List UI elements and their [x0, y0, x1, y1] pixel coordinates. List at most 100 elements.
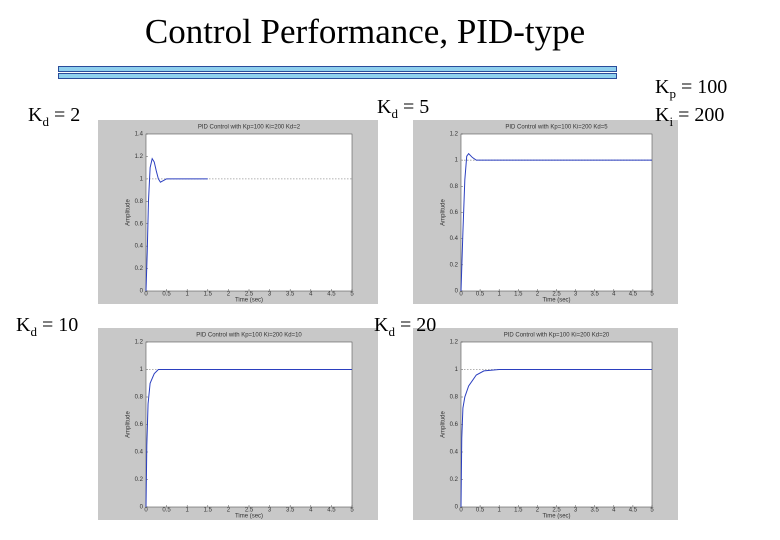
y-tick-label: 0.4: [450, 236, 459, 242]
x-tick-label: 1: [498, 292, 502, 298]
y-tick-label: 0.8: [135, 395, 144, 401]
gain-label-part: d: [42, 114, 49, 129]
y-axis-label: Amplitude: [441, 199, 447, 226]
x-tick-label: 5: [650, 292, 654, 298]
y-tick-label: 0.2: [135, 266, 144, 272]
y-tick-label: 0: [455, 289, 459, 295]
y-tick-label: 0.2: [135, 477, 144, 483]
x-tick-label: 4: [309, 292, 313, 298]
x-tick-label: 2: [227, 292, 231, 298]
y-tick-label: 0.4: [135, 450, 144, 456]
gain-label-part: i: [669, 114, 674, 129]
chart-title: PID Control with Kp=100 Ki=200 Kd=20: [504, 333, 610, 339]
y-tick-label: 1.4: [135, 132, 144, 138]
x-tick-label: 3: [574, 508, 578, 514]
x-tick-label: 5: [350, 292, 354, 298]
y-tick-label: 0: [455, 505, 459, 511]
x-axis-label: Time (sec): [235, 298, 263, 304]
x-tick-label: 0: [144, 508, 148, 514]
plot-area: [145, 133, 353, 292]
gain-label: Kd = 5: [377, 96, 429, 122]
x-tick-label: 0.5: [162, 292, 171, 298]
y-tick-label: 1.2: [450, 132, 459, 138]
x-axis-label: Time (sec): [542, 514, 570, 520]
x-tick-label: 0: [144, 292, 148, 298]
line-series: [460, 369, 652, 508]
y-axis-label: Amplitude: [126, 199, 132, 226]
gain-label-part: = 10: [41, 314, 79, 336]
y-tick-label: 0.8: [135, 199, 144, 205]
x-tick-label: 5: [350, 508, 354, 514]
gain-label: Ki = 200: [655, 104, 724, 130]
line-series: [460, 152, 652, 292]
y-tick-label: 1: [455, 367, 459, 373]
y-tick-label: 1.2: [450, 340, 459, 346]
y-tick-label: 1: [455, 158, 459, 164]
y-tick-label: 0.6: [450, 210, 459, 216]
gain-label-part: K: [28, 104, 43, 126]
gain-label-part: p: [669, 86, 676, 101]
gain-label: Kd = 20: [374, 314, 436, 340]
line-series: [145, 369, 352, 508]
x-tick-label: 3: [268, 292, 272, 298]
gain-label-part: d: [391, 106, 398, 121]
gain-label-part: = 2: [53, 104, 81, 126]
y-tick-label: 0.8: [450, 184, 459, 190]
y-tick-label: 0.8: [450, 395, 459, 401]
x-tick-label: 2.5: [552, 508, 561, 514]
x-tick-label: 0.5: [162, 508, 171, 514]
x-tick-label: 1.5: [514, 508, 523, 514]
x-tick-label: 1: [186, 508, 190, 514]
x-tick-label: 3.5: [286, 508, 295, 514]
divider: [58, 66, 617, 72]
gain-label-part: = 100: [680, 76, 728, 98]
x-tick-label: 0: [459, 508, 463, 514]
y-tick-label: 0.2: [450, 262, 459, 268]
divider: [58, 73, 617, 79]
gain-label-part: K: [16, 314, 31, 336]
line-series: [145, 157, 208, 292]
y-axis-label: Amplitude: [441, 411, 447, 438]
y-tick-label: 0.6: [135, 422, 144, 428]
x-tick-label: 4.5: [629, 292, 638, 298]
x-tick-label: 2: [227, 508, 231, 514]
x-tick-label: 2.5: [245, 508, 254, 514]
x-tick-label: 1: [498, 508, 502, 514]
gain-label-part: K: [377, 96, 392, 118]
x-tick-label: 0: [459, 292, 463, 298]
plot-area: [460, 133, 653, 292]
x-tick-label: 5: [650, 508, 654, 514]
plot-area: [145, 341, 353, 508]
x-tick-label: 2.5: [245, 292, 254, 298]
gain-label-part: = 5: [402, 96, 430, 118]
x-tick-label: 1: [186, 292, 190, 298]
x-tick-label: 4: [612, 292, 616, 298]
gain-label: Kp = 100: [655, 76, 727, 102]
x-tick-label: 2.5: [552, 292, 561, 298]
gain-label-part: K: [655, 76, 670, 98]
x-tick-label: 4.5: [327, 292, 336, 298]
x-tick-label: 3.5: [591, 508, 600, 514]
chart-title: PID Control with Kp=100 Ki=200 Kd=5: [505, 125, 608, 131]
gain-label-part: d: [30, 324, 37, 339]
y-tick-label: 1: [140, 176, 144, 182]
y-tick-label: 0.4: [450, 450, 459, 456]
x-tick-label: 0.5: [476, 508, 485, 514]
y-tick-label: 0.2: [450, 477, 459, 483]
x-axis-label: Time (sec): [235, 514, 263, 520]
x-tick-label: 1.5: [204, 508, 213, 514]
gain-label-part: K: [374, 314, 389, 336]
x-tick-label: 4.5: [327, 508, 336, 514]
x-tick-label: 0.5: [476, 292, 485, 298]
x-tick-label: 2: [536, 508, 540, 514]
y-tick-label: 0.6: [135, 221, 144, 227]
y-tick-label: 0.6: [450, 422, 459, 428]
y-tick-label: 0: [140, 289, 144, 295]
x-tick-label: 4: [309, 508, 313, 514]
slide-title: Control Performance, PID-type: [144, 12, 586, 51]
plot-area: [460, 341, 653, 508]
x-tick-label: 4: [612, 508, 616, 514]
x-tick-label: 4.5: [629, 508, 638, 514]
gain-label: Kd = 2: [28, 104, 80, 130]
